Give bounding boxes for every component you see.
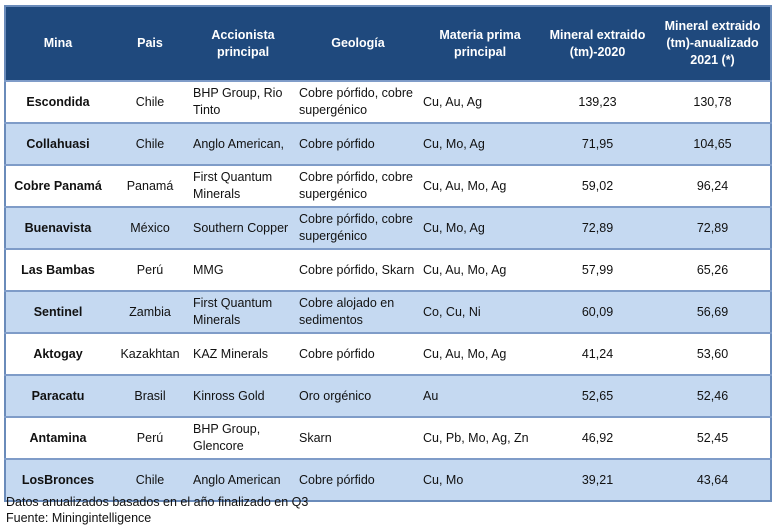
header-mineral-2021: Mineral extraido (tm)-anualizado 2021 (*…	[655, 6, 771, 81]
cell-pais: Chile	[110, 122, 190, 165]
header-materia: Materia prima principal	[420, 6, 540, 81]
header-row: Mina Pais Accionista principal Geología …	[5, 6, 771, 81]
cell-mineral-2021: 65,26	[655, 248, 771, 291]
footnote: Datos anualizados basados en el año fina…	[6, 495, 309, 509]
cell-pais: Zambia	[110, 290, 190, 333]
cell-accionista: Anglo American	[190, 458, 296, 501]
cell-accionista: First Quantum Minerals	[190, 290, 296, 333]
header-geologia: Geología	[296, 6, 420, 81]
cell-accionista: KAZ Minerals	[190, 332, 296, 375]
cell-mineral-2021: 130,78	[655, 80, 771, 123]
cell-accionista: BHP Group, Rio Tinto	[190, 80, 296, 123]
cell-materia: Cu, Mo, Ag	[420, 206, 540, 249]
cell-geologia: Skarn	[296, 416, 420, 459]
cell-mineral-2020: 41,24	[540, 332, 655, 375]
cell-pais: México	[110, 206, 190, 249]
cell-mineral-2021: 52,46	[655, 374, 771, 417]
cell-materia: Cu, Mo, Ag	[420, 122, 540, 165]
table-footer: Datos anualizados basados en el año fina…	[6, 494, 308, 526]
table-row: Buenavista México Southern Copper Cobre …	[5, 206, 771, 249]
cell-mineral-2020: 52,65	[540, 374, 655, 417]
cell-pais: Perú	[110, 416, 190, 459]
cell-pais: Chile	[110, 80, 190, 123]
cell-geologia: Cobre pórfido, Skarn	[296, 248, 420, 291]
source-note: Fuente: Miningintelligence	[6, 511, 152, 525]
cell-mineral-2020: 72,89	[540, 206, 655, 249]
table-row: Las Bambas Perú MMG Cobre pórfido, Skarn…	[5, 248, 771, 291]
cell-mineral-2021: 72,89	[655, 206, 771, 249]
cell-geologia: Cobre pórfido, cobre supergénico	[296, 80, 420, 123]
cell-accionista: Southern Copper	[190, 206, 296, 249]
cell-mina: Escondida	[5, 80, 110, 123]
cell-mineral-2021: 56,69	[655, 290, 771, 333]
table-row: Aktogay Kazakhtan KAZ Minerals Cobre pór…	[5, 332, 771, 375]
cell-materia: Cu, Au, Mo, Ag	[420, 332, 540, 375]
cell-mineral-2021: 104,65	[655, 122, 771, 165]
cell-mina: LosBronces	[5, 458, 110, 501]
header-accionista: Accionista principal	[190, 6, 296, 81]
cell-accionista: Anglo American,	[190, 122, 296, 165]
cell-mineral-2021: 52,45	[655, 416, 771, 459]
cell-pais: Kazakhtan	[110, 332, 190, 375]
cell-materia: Au	[420, 374, 540, 417]
cell-geologia: Cobre pórfido	[296, 122, 420, 165]
table-row: Escondida Chile BHP Group, Rio Tinto Cob…	[5, 80, 771, 123]
cell-materia: Co, Cu, Ni	[420, 290, 540, 333]
cell-geologia: Cobre pórfido	[296, 332, 420, 375]
table-row: Antamina Perú BHP Group, Glencore Skarn …	[5, 416, 771, 459]
cell-pais: Panamá	[110, 164, 190, 207]
cell-mineral-2021: 53,60	[655, 332, 771, 375]
table-row: Paracatu Brasil Kinross Gold Oro orgénic…	[5, 374, 771, 417]
cell-mina: Las Bambas	[5, 248, 110, 291]
header-pais: Pais	[110, 6, 190, 81]
header-mina: Mina	[5, 6, 110, 81]
cell-geologia: Oro orgénico	[296, 374, 420, 417]
cell-pais: Brasil	[110, 374, 190, 417]
table-row: Cobre Panamá Panamá First Quantum Minera…	[5, 164, 771, 207]
cell-accionista: Kinross Gold	[190, 374, 296, 417]
cell-pais: Chile	[110, 458, 190, 501]
header-mineral-2020: Mineral extraido (tm)-2020	[540, 6, 655, 81]
mines-table-container: Mina Pais Accionista principal Geología …	[4, 5, 772, 502]
cell-materia: Cu, Mo	[420, 458, 540, 501]
cell-accionista: MMG	[190, 248, 296, 291]
cell-mineral-2020: 39,21	[540, 458, 655, 501]
cell-geologia: Cobre pórfido, cobre supergénico	[296, 206, 420, 249]
cell-mineral-2020: 60,09	[540, 290, 655, 333]
cell-mina: Buenavista	[5, 206, 110, 249]
cell-mineral-2020: 59,02	[540, 164, 655, 207]
table-row: Sentinel Zambia First Quantum Minerals C…	[5, 290, 771, 333]
cell-mineral-2021: 43,64	[655, 458, 771, 501]
cell-materia: Cu, Pb, Mo, Ag, Zn	[420, 416, 540, 459]
cell-mina: Collahuasi	[5, 122, 110, 165]
cell-mineral-2020: 46,92	[540, 416, 655, 459]
cell-geologia: Cobre pórfido, cobre supergénico	[296, 164, 420, 207]
cell-mineral-2020: 139,23	[540, 80, 655, 123]
cell-materia: Cu, Au, Ag	[420, 80, 540, 123]
cell-geologia: Cobre pórfido	[296, 458, 420, 501]
cell-mina: Aktogay	[5, 332, 110, 375]
cell-accionista: First Quantum Minerals	[190, 164, 296, 207]
mines-table: Mina Pais Accionista principal Geología …	[4, 5, 772, 502]
cell-mineral-2020: 71,95	[540, 122, 655, 165]
cell-mina: Sentinel	[5, 290, 110, 333]
cell-pais: Perú	[110, 248, 190, 291]
table-row: LosBronces Chile Anglo American Cobre pó…	[5, 458, 771, 501]
cell-accionista: BHP Group, Glencore	[190, 416, 296, 459]
cell-mina: Antamina	[5, 416, 110, 459]
cell-mina: Paracatu	[5, 374, 110, 417]
cell-materia: Cu, Au, Mo, Ag	[420, 248, 540, 291]
table-row: Collahuasi Chile Anglo American, Cobre p…	[5, 122, 771, 165]
cell-materia: Cu, Au, Mo, Ag	[420, 164, 540, 207]
cell-mina: Cobre Panamá	[5, 164, 110, 207]
cell-geologia: Cobre alojado en sedimentos	[296, 290, 420, 333]
cell-mineral-2021: 96,24	[655, 164, 771, 207]
cell-mineral-2020: 57,99	[540, 248, 655, 291]
